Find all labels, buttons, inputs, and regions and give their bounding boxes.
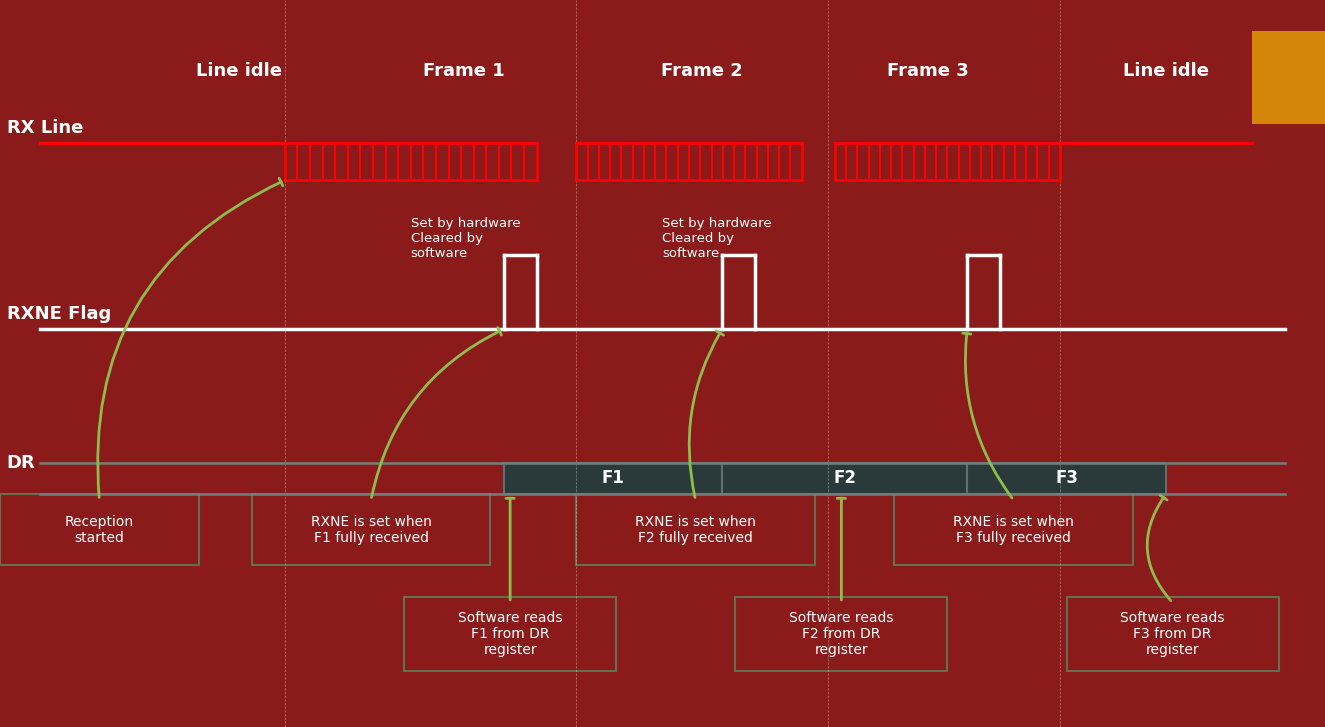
Text: RXNE is set when
F1 fully received: RXNE is set when F1 fully received — [310, 515, 432, 545]
FancyBboxPatch shape — [252, 494, 490, 566]
Text: Reception
started: Reception started — [65, 515, 134, 545]
Text: F1: F1 — [602, 470, 624, 487]
Text: Line idle: Line idle — [1124, 62, 1208, 80]
Text: Software reads
F2 from DR
register: Software reads F2 from DR register — [790, 611, 893, 657]
Text: Software reads
F3 from DR
register: Software reads F3 from DR register — [1121, 611, 1224, 657]
Text: Frame 2: Frame 2 — [661, 62, 743, 80]
FancyBboxPatch shape — [504, 463, 722, 494]
Text: Set by hardware
Cleared by
software: Set by hardware Cleared by software — [411, 217, 521, 260]
FancyBboxPatch shape — [894, 494, 1133, 566]
Text: Line idle: Line idle — [196, 62, 281, 80]
FancyBboxPatch shape — [404, 597, 616, 671]
FancyBboxPatch shape — [967, 463, 1166, 494]
FancyBboxPatch shape — [0, 494, 199, 566]
FancyBboxPatch shape — [576, 494, 815, 566]
Text: RX Line: RX Line — [7, 119, 83, 137]
Text: Frame 3: Frame 3 — [886, 62, 969, 80]
Text: Frame 1: Frame 1 — [423, 62, 505, 80]
Text: F3: F3 — [1055, 470, 1079, 487]
FancyBboxPatch shape — [1067, 597, 1279, 671]
Text: RXNE is set when
F2 fully received: RXNE is set when F2 fully received — [635, 515, 757, 545]
Text: DR: DR — [7, 454, 36, 473]
Text: Software reads
F1 from DR
register: Software reads F1 from DR register — [458, 611, 562, 657]
FancyBboxPatch shape — [1252, 31, 1325, 124]
Text: RXNE is set when
F3 fully received: RXNE is set when F3 fully received — [953, 515, 1075, 545]
FancyBboxPatch shape — [735, 597, 947, 671]
FancyBboxPatch shape — [722, 463, 967, 494]
Text: F2: F2 — [833, 470, 856, 487]
Text: Set by hardware
Cleared by
software: Set by hardware Cleared by software — [662, 217, 772, 260]
Text: RXNE Flag: RXNE Flag — [7, 305, 111, 323]
